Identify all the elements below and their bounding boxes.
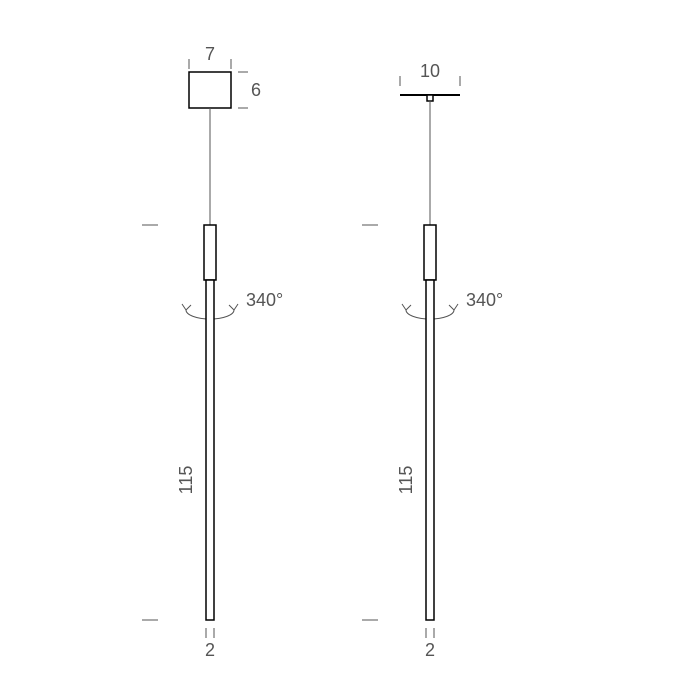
- technical-drawing: 7 6 340° 115 2 10 340° 115 2: [0, 0, 700, 700]
- pendant-rod: [426, 280, 434, 620]
- rotation-label: 340°: [246, 290, 283, 310]
- ceiling-box: [189, 72, 231, 108]
- rod-length-label: 115: [176, 466, 196, 495]
- rod-length-label: 115: [396, 466, 416, 495]
- rotation-label: 340°: [466, 290, 503, 310]
- connector: [424, 225, 436, 280]
- connector: [204, 225, 216, 280]
- mount-height-label: 6: [251, 80, 261, 100]
- pendant-rod: [206, 280, 214, 620]
- mount-width-label: 10: [420, 61, 440, 81]
- base-width-label: 2: [205, 640, 215, 660]
- mount-width-label: 7: [205, 44, 215, 64]
- base-width-label: 2: [425, 640, 435, 660]
